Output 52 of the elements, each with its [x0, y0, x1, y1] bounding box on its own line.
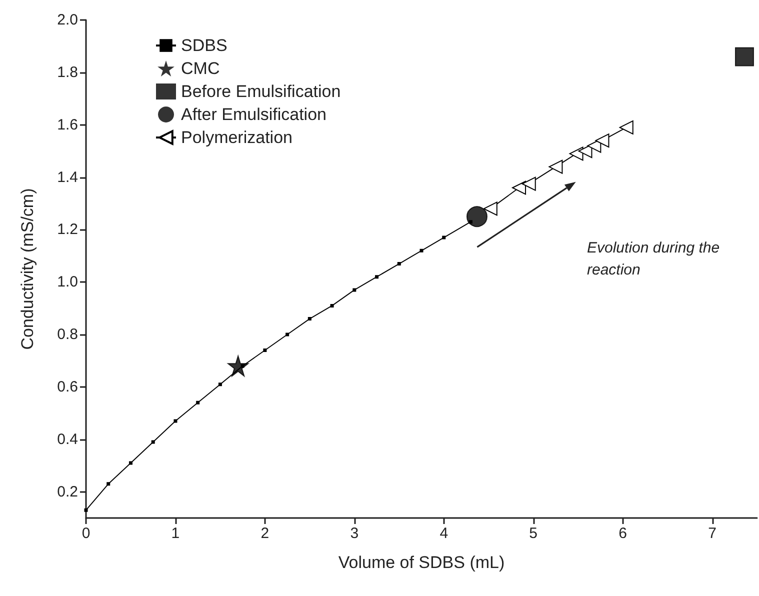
legend-label: Before Emulsification: [181, 82, 341, 101]
legend-label: After Emulsification: [181, 105, 326, 124]
y-tick-label: 0.6: [57, 378, 78, 396]
legend-label: CMC: [181, 59, 220, 78]
point: [483, 202, 498, 216]
point: [240, 364, 244, 368]
point: [397, 262, 401, 266]
x-tick-label: 2: [260, 525, 270, 542]
point: [466, 206, 488, 228]
point: [84, 508, 88, 512]
point: [151, 440, 155, 444]
y-tick-label: 1.6: [57, 116, 78, 134]
y-tick-label: 0.2: [57, 483, 78, 500]
x-tick-label: 6: [618, 525, 627, 542]
point: [263, 348, 267, 352]
x-tick-label: 5: [529, 525, 538, 542]
x-tick-label: 3: [350, 525, 359, 542]
point: [420, 248, 424, 252]
point: [619, 120, 634, 134]
x-tick-label: 7: [708, 525, 716, 542]
annotation: Evolution during the reaction: [587, 240, 720, 278]
point: [330, 304, 334, 308]
x-tick-label: 1: [171, 525, 180, 542]
y-tick-label: 0.8: [57, 326, 78, 344]
point: [442, 236, 446, 240]
y-tick-label: 0.4: [57, 430, 78, 448]
y-tick-label: 1.0: [57, 274, 78, 291]
point: [522, 176, 536, 191]
legend-label: SDBS: [181, 36, 228, 55]
y-tick-label: 1.2: [57, 221, 78, 238]
point: [468, 220, 472, 224]
y-tick-label: 1.4: [57, 168, 78, 186]
point: [375, 275, 379, 279]
x-axis-title: Volume of SDBS (mL): [338, 553, 505, 572]
point: [228, 355, 249, 376]
y-tick-label: 2.0: [57, 12, 78, 28]
point: [734, 47, 754, 66]
point: [595, 134, 610, 148]
legend-label: Polymerization: [181, 128, 292, 147]
y-tick-label: 1.8: [57, 64, 78, 81]
point: [308, 317, 312, 321]
y-axis-title: Conductivity (mS/cm): [18, 188, 37, 350]
point: [218, 382, 222, 386]
point: [106, 482, 110, 486]
point: [286, 332, 290, 336]
point: [196, 400, 200, 404]
x-tick-label: 4: [440, 525, 448, 542]
point: [174, 419, 178, 423]
x-tick-label: 0: [82, 525, 90, 542]
point: [128, 461, 132, 465]
point: [548, 160, 563, 174]
point: [352, 288, 356, 292]
